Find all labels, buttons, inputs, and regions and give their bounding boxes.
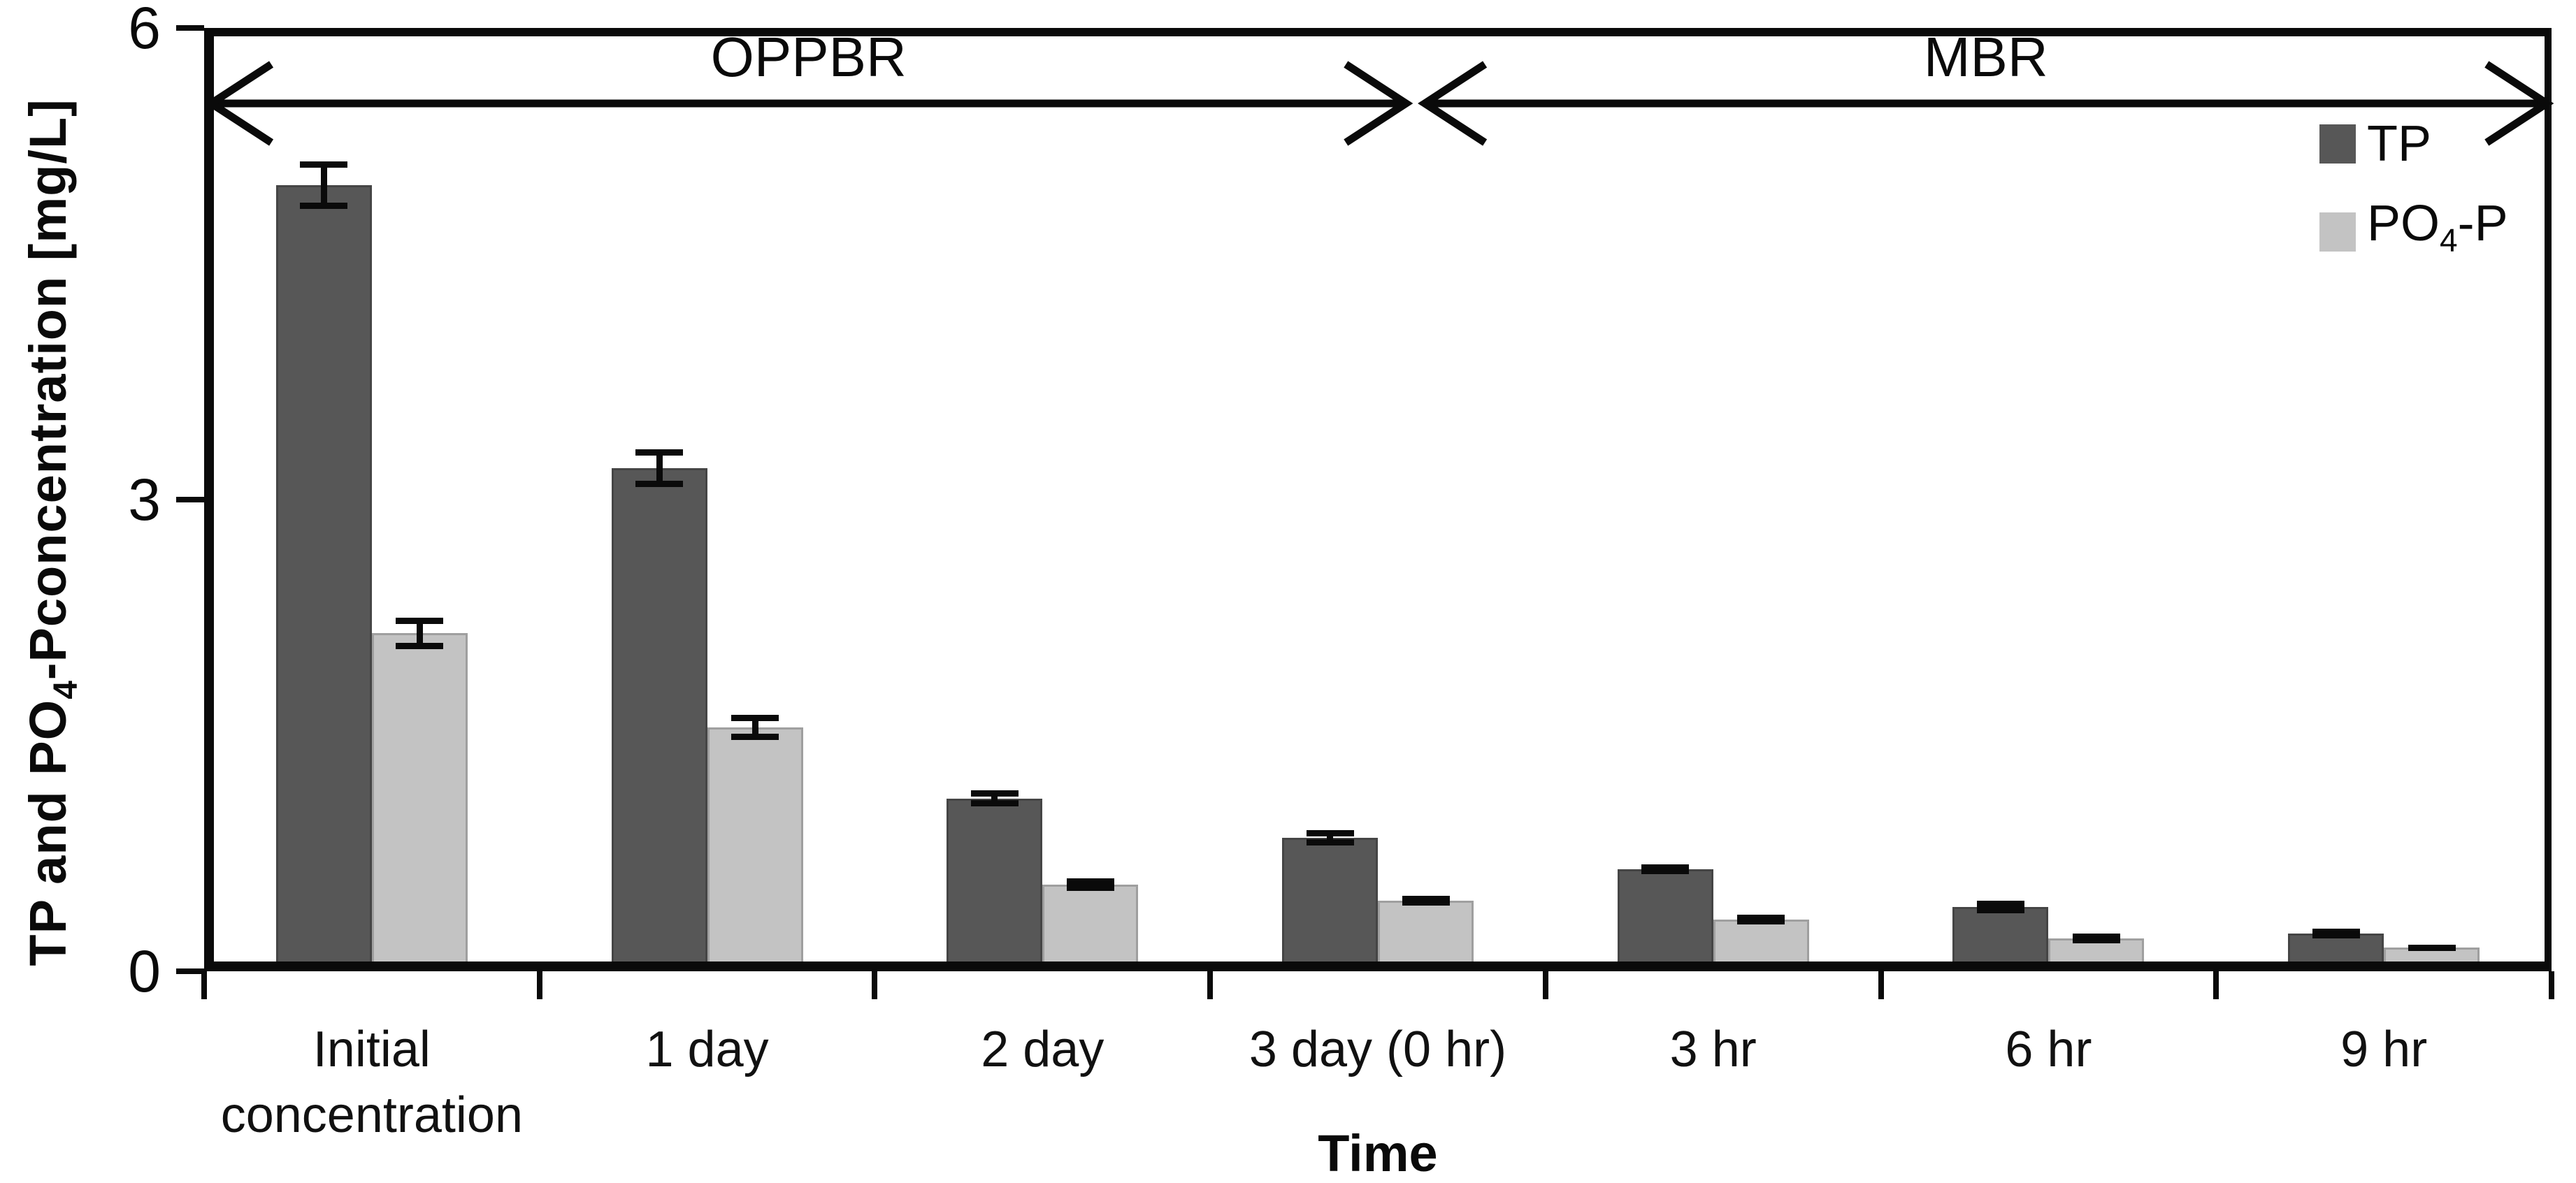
error-bar [396,617,444,649]
x-tick-label: 9 hr [2340,1022,2428,1077]
x-tick-label: 2 day [981,1022,1104,1077]
bar-tp-5 [1952,906,2049,971]
error-bar-cap-bottom [970,799,1019,806]
bar-tp-6 [2288,934,2384,971]
error-bar-stem [991,790,998,806]
x-axis-tick [2213,971,2219,999]
y-axis-tick [176,25,204,31]
x-axis-tick [2549,971,2554,999]
error-bar-cap-top [1066,878,1114,885]
bar-tp-3 [1282,837,1378,971]
bar-tp-1 [611,468,707,971]
x-axis-tick [201,971,207,999]
y-axis-title-text-2: -Pconcentration [mg/L] [19,99,78,681]
error-bar [2408,944,2456,951]
error-bar-stem [751,715,758,741]
error-bar-cap-bottom [2312,931,2360,938]
error-bar-cap-bottom [1737,917,1785,924]
error-bar [1976,900,2024,913]
y-tick-label: 6 [128,0,161,61]
error-bar-stem [1327,829,1333,845]
y-axis-tick [176,968,204,974]
x-tick-label: concentration [220,1087,523,1143]
legend: TP PO4-P [2319,119,2508,278]
x-tick-label: 6 hr [2005,1022,2092,1077]
bar-po4p-5 [2048,938,2145,971]
po4p-swatch-icon [2319,212,2356,252]
bar-po4p-0 [371,633,468,971]
error-bar-cap-bottom [635,481,684,487]
bar-po4p-1 [707,727,803,971]
x-tick-label: 3 day (0 hr) [1249,1022,1507,1077]
bar-po4p-3 [1378,900,1474,971]
legend-label-po4p: PO4-P [2367,196,2508,259]
x-axis-tick [1878,971,1884,999]
x-axis-tick [1542,971,1548,999]
legend-item-tp: TP [2319,119,2508,173]
bar-po4p-2 [1042,885,1139,971]
error-bar [1306,829,1354,845]
bar-po4p-6 [2384,948,2480,971]
y-axis-tick [176,497,204,502]
error-bar-cap-top [635,449,684,456]
x-tick-label: Initial [312,1022,431,1077]
x-tick-label: 3 hr [1669,1022,1757,1077]
error-bar-cap-top [970,790,1019,797]
y-tick-label: 0 [128,938,161,1004]
error-bar-cap-top [1306,829,1354,836]
error-bar-cap-bottom [2072,936,2120,943]
legend-item-po4p: PO4-P [2319,198,2508,258]
x-axis-title: Time [1318,1124,1438,1182]
y-axis-title-subscript: 4 [47,680,85,699]
error-bar-cap-top [396,617,444,624]
error-bar-cap-bottom [2408,944,2456,951]
bar-tp-0 [275,185,372,971]
y-tick-label: 3 [128,467,161,532]
error-bar-cap-top [1976,900,2024,907]
error-bar [970,790,1019,806]
x-tick-label: 1 day [645,1022,769,1077]
x-axis-tick [1207,971,1214,999]
error-bar-cap-bottom [300,202,348,209]
error-bar-stem [416,617,423,649]
error-bar [1402,896,1450,906]
error-bar [2072,934,2120,943]
error-bar-stem [320,161,327,209]
x-axis-tick [536,971,542,999]
y-axis-title-text: TP and PO [19,699,78,966]
error-bar-cap-bottom [1976,906,2024,913]
legend-label-tp: TP [2367,116,2432,172]
x-axis-tick [872,971,878,999]
bar-tp-2 [947,798,1043,971]
region-span-arrows [203,61,2554,146]
error-bar [1737,915,1785,924]
error-bar-cap-bottom [1402,899,1450,906]
tp-swatch-icon [2319,124,2356,164]
error-bar-cap-bottom [1066,885,1114,892]
error-bar [635,449,684,487]
error-bar [300,161,348,209]
error-bar [1066,878,1114,892]
error-bar [731,715,779,741]
y-axis-title: TP and PO4-Pconcentration [mg/L] [18,64,85,1001]
error-bar [1641,864,1690,874]
error-bar-stem [656,449,663,487]
region-label-mbr: MBR [1923,26,2048,88]
error-bar [2312,929,2360,938]
bar-tp-4 [1617,869,1713,971]
region-label-oppbr: OPPBR [710,26,907,88]
error-bar-cap-bottom [731,734,779,741]
error-bar-cap-top [731,715,779,722]
bar-po4p-4 [1713,919,1809,971]
error-bar-cap-top [300,161,348,168]
error-bar-cap-bottom [1641,867,1690,874]
error-bar-cap-bottom [396,642,444,649]
error-bar-cap-bottom [1306,839,1354,845]
